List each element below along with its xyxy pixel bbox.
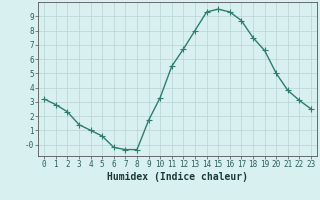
X-axis label: Humidex (Indice chaleur): Humidex (Indice chaleur)	[107, 172, 248, 182]
